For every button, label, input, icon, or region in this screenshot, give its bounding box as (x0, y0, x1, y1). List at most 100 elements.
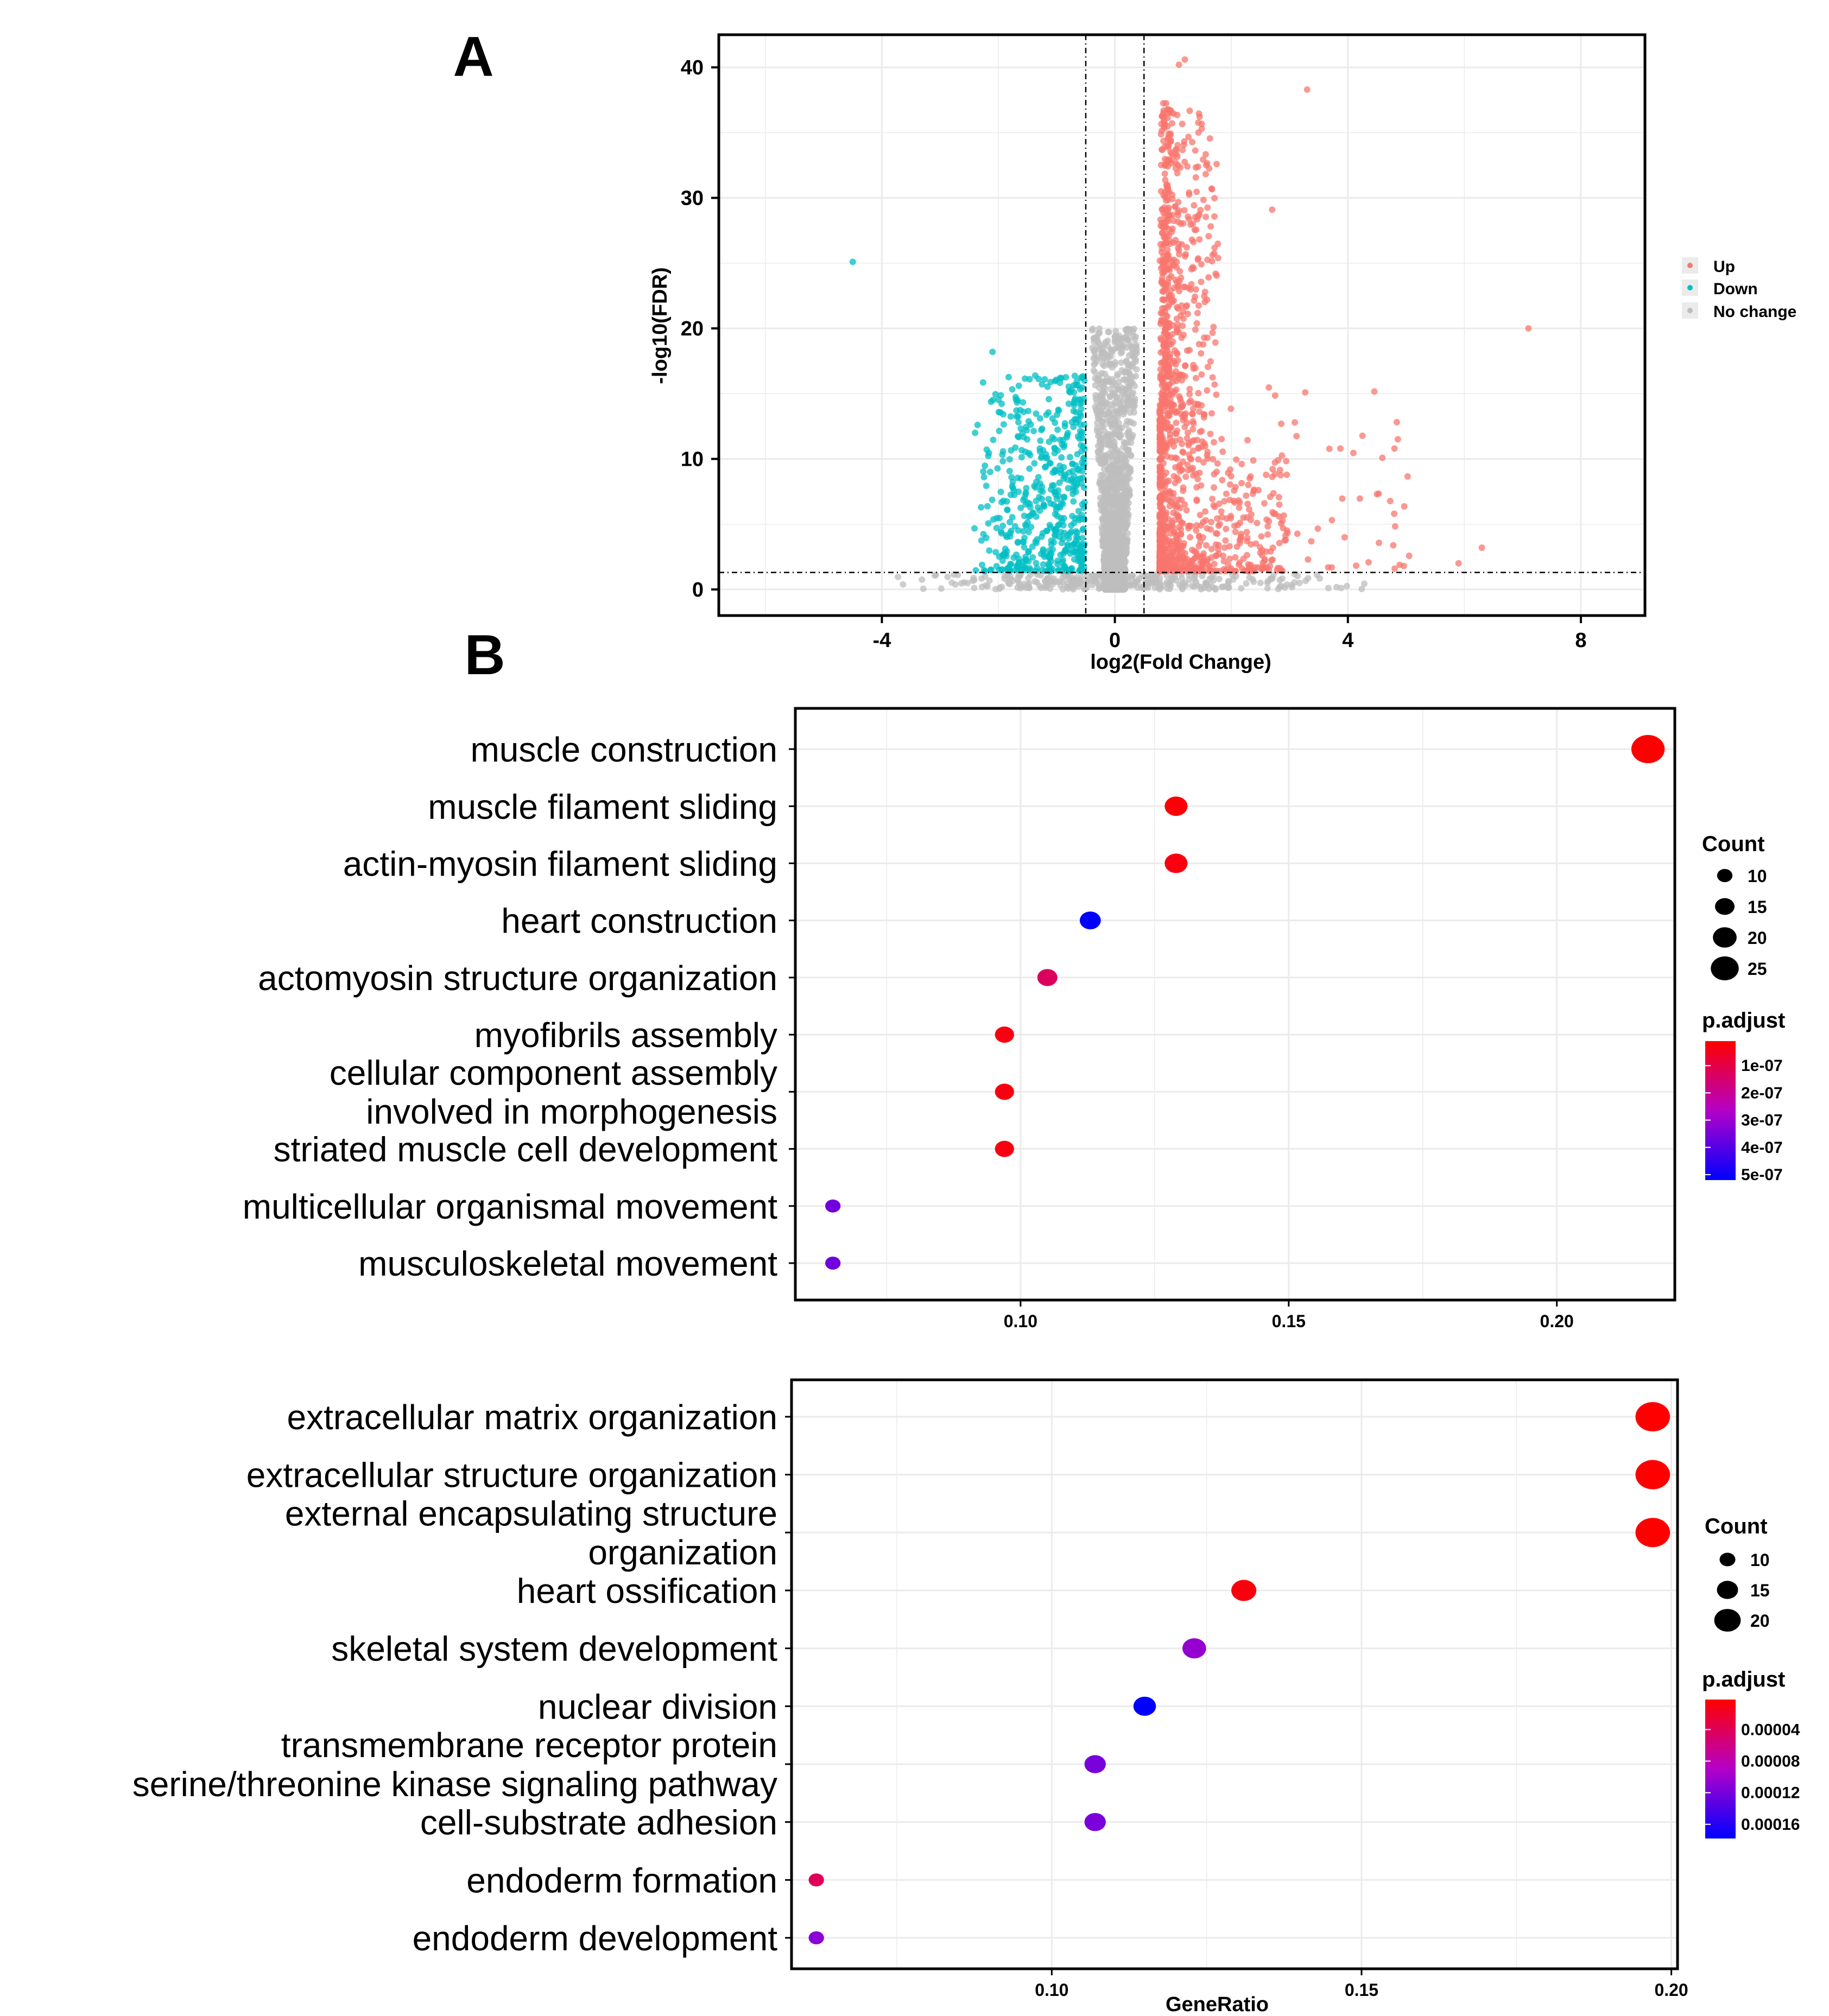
volcano-point (1223, 583, 1230, 590)
volcano-point (1066, 469, 1073, 476)
volcano-point (1108, 457, 1115, 464)
volcano-point (1174, 357, 1181, 364)
volcano-point (1302, 578, 1309, 585)
term-dot (808, 1873, 824, 1887)
volcano-point (1093, 408, 1100, 414)
volcano-point (1172, 276, 1179, 283)
volcano-point (1175, 212, 1181, 219)
volcano-point (1158, 376, 1165, 383)
volcano-point (1037, 437, 1044, 444)
volcano-point (1099, 472, 1106, 478)
volcano-point (1338, 585, 1345, 592)
volcano-point (985, 453, 992, 459)
volcano-point (1189, 138, 1195, 145)
volcano-point (1054, 426, 1061, 433)
volcano-point (1075, 541, 1082, 548)
colorbar-label: 5e-07 (1741, 1166, 1783, 1184)
volcano-point (1214, 240, 1222, 248)
volcano-point (1358, 586, 1365, 592)
volcano-point (978, 537, 985, 544)
volcano-point (1192, 573, 1198, 580)
volcano-point (1167, 109, 1174, 116)
volcano-point (1128, 435, 1135, 442)
volcano-point (1007, 413, 1014, 420)
volcano-point (1171, 562, 1178, 569)
volcano-x-axis: -4 0 4 8 (873, 616, 1587, 652)
volcano-point (1223, 490, 1230, 497)
volcano-point (1094, 420, 1101, 427)
volcano-point (1114, 536, 1121, 543)
volcano-point (1017, 585, 1024, 592)
volcano-point (1032, 538, 1039, 545)
volcano-point (1167, 390, 1174, 397)
volcano-point (1178, 274, 1185, 281)
volcano-point (1200, 196, 1207, 204)
volcano-point (1376, 540, 1382, 546)
dotplot-2-count-title: Count (1705, 1514, 1768, 1538)
volcano-point (1021, 375, 1028, 382)
volcano-point (998, 530, 1005, 537)
volcano-point (1180, 484, 1187, 491)
volcano-point (1243, 580, 1250, 587)
volcano-point (1036, 445, 1043, 452)
volcano-point (1156, 409, 1163, 416)
volcano-point (1002, 546, 1009, 553)
volcano-point (1180, 401, 1187, 408)
volcano-point (1017, 425, 1024, 432)
volcano-point (997, 392, 1004, 399)
term-label: striated muscle cell development (274, 1130, 778, 1169)
volcano-point (988, 566, 995, 573)
volcano-point (1119, 534, 1126, 541)
volcano-point (1190, 265, 1197, 272)
volcano-point (1218, 508, 1225, 515)
volcano-point (1204, 387, 1211, 394)
volcano-point (1041, 553, 1048, 560)
volcano-point (1261, 500, 1268, 507)
volcano-point (998, 567, 1005, 573)
volcano-point (1103, 400, 1110, 407)
volcano-point (1125, 397, 1132, 404)
volcano-point (1007, 581, 1013, 588)
volcano-point (1118, 542, 1125, 549)
volcano-point (1097, 457, 1104, 464)
volcano-point (1077, 386, 1084, 392)
dotplot-1-grid (795, 708, 1675, 1300)
x-tick-label: 0.15 (1272, 1311, 1306, 1331)
volcano-point (993, 563, 1000, 569)
volcano-point (1161, 170, 1168, 177)
volcano-point (1035, 474, 1042, 481)
volcano-point (1089, 344, 1096, 351)
volcano-point (1117, 386, 1123, 394)
volcano-point (1157, 216, 1164, 223)
volcano-point (1180, 283, 1187, 290)
volcano-point (1020, 399, 1027, 406)
volcano-point (1201, 411, 1208, 418)
volcano-point (1244, 500, 1251, 508)
x-tick-label: 0.20 (1540, 1311, 1574, 1331)
dotplot-1-padj-title: p.adjust (1702, 1009, 1785, 1032)
volcano-point (978, 575, 985, 582)
volcano-point (1195, 341, 1203, 347)
volcano-point (1195, 445, 1202, 452)
volcano-point (1165, 130, 1172, 137)
volcano-point (1271, 459, 1279, 466)
volcano-point (1084, 584, 1091, 591)
volcano-point (1326, 445, 1333, 452)
volcano-point (1156, 402, 1163, 409)
dotplot-2-colorbar-labels: 0.00004 0.00008 0.00012 0.00016 (1705, 1721, 1800, 1834)
volcano-point (1156, 457, 1163, 464)
volcano-point (1020, 538, 1027, 546)
volcano-point (1284, 529, 1291, 536)
volcano-point (1198, 121, 1205, 128)
volcano-point (1396, 561, 1403, 568)
volcano-point (1248, 541, 1255, 548)
volcano-point (1007, 573, 1014, 580)
volcano-point (1107, 559, 1114, 566)
term-label: muscle filament sliding (428, 787, 777, 826)
volcano-point (1207, 430, 1214, 438)
volcano-point (1184, 302, 1191, 309)
volcano-point (1179, 147, 1186, 154)
volcano-point (1178, 302, 1185, 309)
x-tick-label: 4 (1342, 629, 1353, 652)
volcano-point (1213, 468, 1220, 476)
